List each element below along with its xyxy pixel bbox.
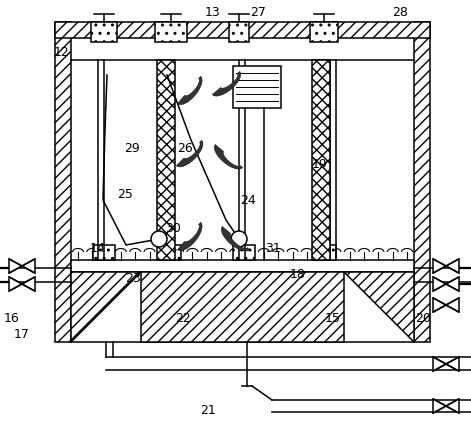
Text: 25: 25 <box>117 188 133 201</box>
Bar <box>233 66 281 108</box>
Polygon shape <box>214 145 243 169</box>
Circle shape <box>151 231 167 247</box>
Polygon shape <box>176 140 203 167</box>
Text: 23: 23 <box>125 271 141 284</box>
Polygon shape <box>71 272 141 342</box>
Text: 13: 13 <box>205 6 221 18</box>
Polygon shape <box>433 259 459 273</box>
Text: 12: 12 <box>54 45 70 59</box>
Bar <box>314 245 336 260</box>
Bar <box>159 245 181 260</box>
Text: 27: 27 <box>250 6 266 18</box>
Text: 28: 28 <box>392 6 408 18</box>
Text: 21: 21 <box>200 403 216 416</box>
Text: 18: 18 <box>290 268 306 281</box>
Bar <box>312 60 330 260</box>
Bar <box>55 22 71 342</box>
Bar <box>91 22 117 42</box>
Polygon shape <box>9 277 35 291</box>
Bar <box>93 245 115 260</box>
Text: 20: 20 <box>415 312 431 325</box>
Text: 30: 30 <box>165 222 181 235</box>
Bar <box>55 22 430 38</box>
Polygon shape <box>9 259 35 273</box>
Bar <box>310 22 338 42</box>
Circle shape <box>231 231 247 247</box>
Bar <box>414 22 430 342</box>
Bar <box>157 60 175 260</box>
Text: 31: 31 <box>265 242 281 254</box>
Bar <box>141 272 344 342</box>
Text: 26: 26 <box>177 142 193 155</box>
Polygon shape <box>433 357 459 371</box>
Bar <box>155 22 187 42</box>
Polygon shape <box>178 76 202 105</box>
Text: 29: 29 <box>124 142 140 155</box>
Polygon shape <box>344 272 414 342</box>
Bar <box>71 260 414 272</box>
Text: 16: 16 <box>4 312 20 325</box>
Text: 17: 17 <box>14 329 30 341</box>
Polygon shape <box>221 226 250 251</box>
Text: 14: 14 <box>90 242 106 254</box>
Polygon shape <box>433 298 459 312</box>
Polygon shape <box>212 71 241 96</box>
Polygon shape <box>433 399 459 413</box>
Text: 22: 22 <box>175 312 191 325</box>
Polygon shape <box>178 222 202 251</box>
Text: 24: 24 <box>240 194 256 207</box>
Polygon shape <box>433 277 459 291</box>
Bar <box>229 22 249 42</box>
Text: 15: 15 <box>325 312 341 325</box>
Bar <box>233 245 255 260</box>
Text: 19: 19 <box>312 159 328 171</box>
